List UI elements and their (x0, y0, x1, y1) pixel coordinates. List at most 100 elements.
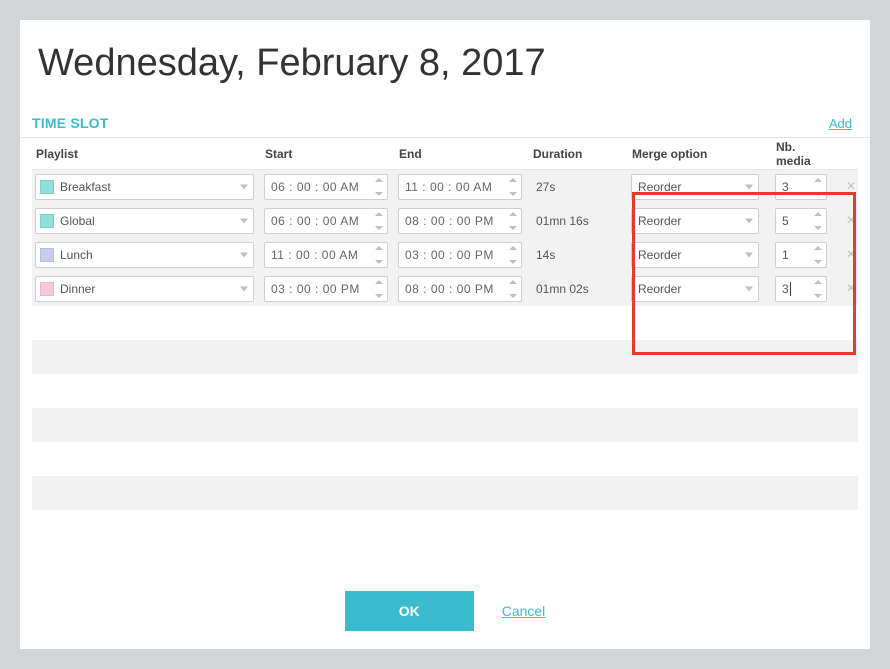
table-row: Breakfast 06 : 00 : 00 AM 11 : 00 : 00 AM 2… (32, 170, 858, 204)
merge-option-select[interactable]: Reorder (631, 242, 759, 268)
merge-option-label: Reorder (638, 248, 681, 262)
spin-up-icon[interactable] (509, 246, 517, 250)
duration-text: 14s (532, 248, 555, 262)
playlist-select[interactable]: Breakfast (35, 174, 254, 200)
playlist-swatch (40, 180, 54, 194)
playlist-select[interactable]: Global (35, 208, 254, 234)
remove-row-button[interactable]: × (839, 280, 863, 298)
col-nbmedia: Nb. media (772, 140, 832, 168)
nb-media-value: 1 (782, 248, 789, 262)
remove-row-button[interactable]: × (839, 212, 863, 230)
spin-up-icon[interactable] (375, 246, 383, 250)
table-row (32, 374, 858, 408)
table-header: Playlist Start End Duration Merge option… (32, 138, 858, 170)
spin-up-icon[interactable] (814, 178, 822, 182)
nb-media-input[interactable]: 5 (775, 208, 827, 234)
table-row (32, 306, 858, 340)
spin-up-icon[interactable] (814, 246, 822, 250)
start-time-input[interactable]: 11 : 00 : 00 AM (264, 242, 388, 268)
start-time-input[interactable]: 03 : 00 : 00 PM (264, 276, 388, 302)
table-row (32, 408, 858, 442)
table-row (32, 442, 858, 476)
playlist-select[interactable]: Lunch (35, 242, 254, 268)
col-playlist: Playlist (32, 147, 257, 161)
remove-row-button[interactable]: × (839, 178, 863, 196)
playlist-swatch (40, 282, 54, 296)
remove-row-button[interactable]: × (839, 246, 863, 264)
spin-down-icon[interactable] (375, 260, 383, 264)
col-end: End (395, 147, 525, 161)
table-row: Global 06 : 00 : 00 AM 08 : 00 : 00 PM 01mn… (32, 204, 858, 238)
merge-option-select[interactable]: Reorder (631, 208, 759, 234)
section-header: TIME SLOT Add (20, 95, 870, 138)
playlist-swatch (40, 248, 54, 262)
spin-down-icon[interactable] (509, 260, 517, 264)
merge-option-label: Reorder (638, 282, 681, 296)
nb-media-value: 3 (782, 282, 791, 297)
spin-up-icon[interactable] (509, 178, 517, 182)
spin-up-icon[interactable] (509, 280, 517, 284)
duration-text: 01mn 16s (532, 214, 589, 228)
table-row: Dinner 03 : 00 : 00 PM 08 : 00 : 00 PM 01mn… (32, 272, 858, 306)
playlist-label: Lunch (60, 248, 93, 262)
merge-option-select[interactable]: Reorder (631, 174, 759, 200)
duration-text: 27s (532, 180, 555, 194)
spin-down-icon[interactable] (375, 294, 383, 298)
merge-option-select[interactable]: Reorder (631, 276, 759, 302)
nb-media-value: 3 (782, 180, 789, 194)
playlist-label: Breakfast (60, 180, 111, 194)
chevron-down-icon (240, 219, 248, 224)
playlist-swatch (40, 214, 54, 228)
merge-option-label: Reorder (638, 214, 681, 228)
end-time-input[interactable]: 11 : 00 : 00 AM (398, 174, 522, 200)
table-row: Lunch 11 : 00 : 00 AM 03 : 00 : 00 PM 14s Re… (32, 238, 858, 272)
chevron-down-icon (745, 219, 753, 224)
spin-down-icon[interactable] (375, 226, 383, 230)
spin-down-icon[interactable] (814, 260, 822, 264)
chevron-down-icon (745, 185, 753, 190)
duration-text: 01mn 02s (532, 282, 589, 296)
spin-down-icon[interactable] (509, 192, 517, 196)
spin-down-icon[interactable] (375, 192, 383, 196)
end-time-input[interactable]: 08 : 00 : 00 PM (398, 276, 522, 302)
ok-button[interactable]: OK (345, 591, 474, 631)
spin-up-icon[interactable] (814, 212, 822, 216)
spin-up-icon[interactable] (375, 178, 383, 182)
add-link[interactable]: Add (829, 116, 852, 131)
start-time-input[interactable]: 06 : 00 : 00 AM (264, 208, 388, 234)
chevron-down-icon (745, 287, 753, 292)
col-duration: Duration (529, 147, 624, 161)
end-time-input[interactable]: 03 : 00 : 00 PM (398, 242, 522, 268)
spin-up-icon[interactable] (375, 280, 383, 284)
spin-down-icon[interactable] (509, 294, 517, 298)
spin-up-icon[interactable] (375, 212, 383, 216)
spin-down-icon[interactable] (814, 226, 822, 230)
spin-up-icon[interactable] (814, 280, 822, 284)
time-slot-table: Playlist Start End Duration Merge option… (20, 138, 870, 575)
spin-down-icon[interactable] (509, 226, 517, 230)
time-slot-modal: Wednesday, February 8, 2017 TIME SLOT Ad… (20, 20, 870, 649)
start-time-input[interactable]: 06 : 00 : 00 AM (264, 174, 388, 200)
table-row (32, 340, 858, 374)
page-title: Wednesday, February 8, 2017 (20, 20, 870, 95)
nb-media-input[interactable]: 1 (775, 242, 827, 268)
end-time-input[interactable]: 08 : 00 : 00 PM (398, 208, 522, 234)
playlist-label: Dinner (60, 282, 95, 296)
playlist-select[interactable]: Dinner (35, 276, 254, 302)
spin-down-icon[interactable] (814, 294, 822, 298)
nb-media-input[interactable]: 3 (775, 174, 827, 200)
col-merge: Merge option (628, 147, 768, 161)
spin-up-icon[interactable] (509, 212, 517, 216)
chevron-down-icon (240, 253, 248, 258)
chevron-down-icon (745, 253, 753, 258)
section-label: TIME SLOT (32, 115, 108, 131)
nb-media-value: 5 (782, 214, 789, 228)
nb-media-input[interactable]: 3 (775, 276, 827, 302)
col-start: Start (261, 147, 391, 161)
chevron-down-icon (240, 287, 248, 292)
playlist-label: Global (60, 214, 95, 228)
chevron-down-icon (240, 185, 248, 190)
spin-down-icon[interactable] (814, 192, 822, 196)
cancel-button[interactable]: Cancel (502, 603, 546, 619)
merge-option-label: Reorder (638, 180, 681, 194)
